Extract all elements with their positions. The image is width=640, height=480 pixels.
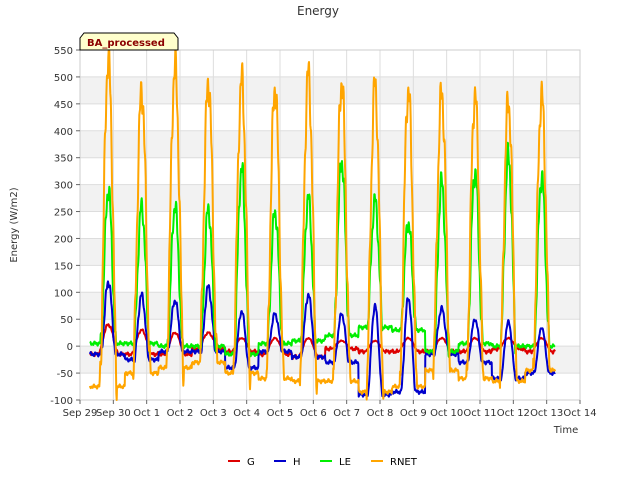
- x-tick-label: Oct 4: [233, 408, 260, 419]
- chart-title: Energy: [297, 4, 339, 18]
- processed-badge: BA_processed: [79, 32, 179, 51]
- y-tick-label: 100: [54, 288, 73, 299]
- background-band: [80, 50, 580, 77]
- background-band: [80, 292, 580, 320]
- background-band: [80, 238, 580, 266]
- background-band: [80, 184, 580, 212]
- y-tick-label: 450: [54, 100, 73, 111]
- y-tick-label: 550: [54, 46, 73, 57]
- y-tick-label: 300: [54, 181, 73, 192]
- y-tick-label: 350: [54, 154, 73, 165]
- badge-label: BA_processed: [87, 38, 165, 49]
- x-tick-label: Oct 12: [497, 408, 530, 419]
- legend-label-le: LE: [339, 457, 351, 468]
- x-tick-label: Sep 29: [63, 408, 98, 419]
- background-band: [80, 211, 580, 239]
- y-axis: -100 -50 0 50 100 150 200 250 300 350 400 450 500 550: [50, 46, 80, 407]
- y-tick-label: 50: [60, 315, 73, 326]
- y-axis-title: Energy (W/m2): [9, 187, 20, 262]
- x-tick-label: Oct 6: [300, 408, 327, 419]
- x-tick-label: Oct 8: [367, 408, 394, 419]
- legend-label-g: G: [247, 457, 255, 468]
- x-axis-title: Time: [553, 425, 578, 436]
- x-tick-label: Oct 2: [167, 408, 194, 419]
- legend-label-rnet: RNET: [390, 457, 418, 468]
- x-tick-label: Oct 3: [200, 408, 227, 419]
- y-tick-label: 400: [54, 127, 73, 138]
- background-band: [80, 157, 580, 185]
- x-tick-label: Oct 13: [530, 408, 563, 419]
- series-lines: [89, 49, 556, 401]
- x-tick-label: Sep 30: [96, 408, 131, 419]
- plot-frame: [79, 49, 581, 401]
- y-tick-label: -50: [57, 369, 73, 380]
- background-band: [80, 76, 580, 104]
- y-tick-label: 150: [54, 261, 73, 272]
- y-tick-label: 0: [67, 342, 73, 353]
- background-band: [80, 373, 580, 400]
- y-tick-label: -100: [50, 396, 73, 407]
- x-tick-label: Oct 11: [463, 408, 496, 419]
- x-tick-label: Oct 5: [267, 408, 294, 419]
- series-line-rnet: [89, 49, 556, 401]
- x-tick-label: Oct 10: [430, 408, 463, 419]
- y-tick-label: 500: [54, 73, 73, 84]
- x-tick-label: Oct 1: [133, 408, 160, 419]
- y-tick-label: 250: [54, 208, 73, 219]
- x-tick-label: Oct 9: [400, 408, 427, 419]
- background-band: [80, 319, 580, 347]
- x-tick-label: Oct 14: [563, 408, 596, 419]
- legend-label-h: H: [293, 457, 301, 468]
- x-tick-label: Oct 7: [333, 408, 360, 419]
- background-band: [80, 265, 580, 293]
- background-band: [80, 103, 580, 131]
- background-band: [80, 130, 580, 158]
- legend: G H LE RNET: [228, 457, 418, 468]
- y-tick-label: 200: [54, 234, 73, 245]
